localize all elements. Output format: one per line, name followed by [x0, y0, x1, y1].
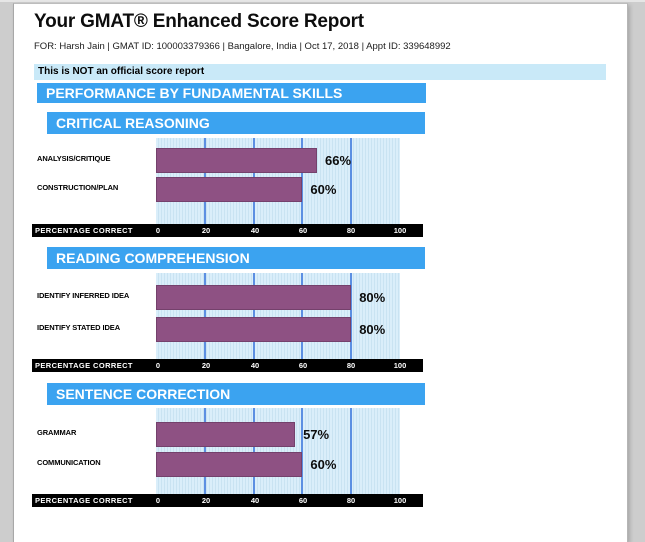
gridline-80: [350, 138, 353, 225]
axis-tick-80: 80: [346, 361, 356, 370]
report-page: Your GMAT® Enhanced Score Report FOR: Ha…: [13, 3, 628, 542]
bar-row-grammar: 57%: [156, 422, 400, 447]
x-axis-label: PERCENTAGE CORRECT: [35, 226, 133, 235]
x-axis-critical-reasoning: PERCENTAGE CORRECT 0 20 40 60 80 100: [32, 224, 423, 237]
gridline-20: [203, 273, 206, 359]
sentence-correction-plot-area: [156, 408, 400, 494]
bar-row-identify-stated-idea: 80%: [156, 317, 400, 342]
bar-identify-inferred-idea: [156, 285, 352, 310]
bar-communication: [156, 452, 303, 477]
axis-tick-60: 60: [298, 496, 308, 505]
axis-tick-20: 20: [201, 496, 211, 505]
candidate-meta-line: FOR: Harsh Jain | GMAT ID: 100003379366 …: [34, 41, 451, 52]
value-label-construction-plan: 60%: [310, 182, 337, 197]
category-label-communication: COMMUNICATION: [37, 458, 101, 467]
bar-grammar: [156, 422, 296, 447]
axis-tick-0: 0: [155, 361, 161, 370]
axis-tick-0: 0: [155, 226, 161, 235]
bar-row-construction-plan: 60%: [156, 177, 400, 202]
gridline-60: [301, 408, 304, 494]
axis-tick-60: 60: [298, 226, 308, 235]
value-label-analysis-critique: 66%: [325, 153, 352, 168]
axis-tick-20: 20: [201, 226, 211, 235]
category-label-identify-inferred-idea: IDENTIFY INFERRED IDEA: [37, 291, 130, 300]
gridline-40: [252, 273, 255, 359]
category-label-identify-stated-idea: IDENTIFY STATED IDEA: [37, 323, 121, 332]
gridline-80: [350, 273, 353, 359]
axis-tick-20: 20: [201, 361, 211, 370]
value-label-identify-inferred-idea: 80%: [359, 290, 386, 305]
bar-row-communication: 60%: [156, 452, 400, 477]
x-axis-label: PERCENTAGE CORRECT: [35, 496, 133, 505]
axis-tick-60: 60: [298, 361, 308, 370]
gridline-60: [301, 138, 304, 225]
bar-row-identify-inferred-idea: 80%: [156, 285, 400, 310]
axis-tick-100: 100: [393, 496, 407, 505]
category-label-grammar: GRAMMAR: [37, 428, 77, 437]
axis-tick-100: 100: [393, 361, 407, 370]
chart-header-sentence-correction: SENTENCE CORRECTION: [47, 383, 425, 405]
chart-header-critical-reasoning: CRITICAL REASONING: [47, 112, 425, 134]
gridline-80: [350, 408, 353, 494]
chart-header-reading-comprehension: READING COMPREHENSION: [47, 247, 425, 269]
category-label-construction-plan: CONSTRUCTION/PLAN: [37, 183, 119, 192]
value-label-grammar: 57%: [303, 427, 330, 442]
axis-tick-80: 80: [346, 226, 356, 235]
bar-identify-stated-idea: [156, 317, 352, 342]
section-header-fundamental-skills: PERFORMANCE BY FUNDAMENTAL SKILLS: [37, 83, 426, 103]
unofficial-notice-banner: This is NOT an official score report: [34, 64, 606, 80]
bar-construction-plan: [156, 177, 303, 202]
gridline-40: [252, 408, 255, 494]
gridline-20: [203, 408, 206, 494]
value-label-identify-stated-idea: 80%: [359, 322, 386, 337]
x-axis-reading-comprehension: PERCENTAGE CORRECT 0 20 40 60 80 100: [32, 359, 423, 372]
axis-tick-80: 80: [346, 496, 356, 505]
category-label-analysis-critique: ANALYSIS/CRITIQUE: [37, 154, 111, 163]
axis-tick-0: 0: [155, 496, 161, 505]
gridline-60: [301, 273, 304, 359]
axis-tick-40: 40: [250, 361, 260, 370]
value-label-communication: 60%: [310, 457, 337, 472]
x-axis-sentence-correction: PERCENTAGE CORRECT 0 20 40 60 80 100: [32, 494, 423, 507]
axis-tick-100: 100: [393, 226, 407, 235]
page-title: Your GMAT® Enhanced Score Report: [34, 11, 364, 32]
bar-analysis-critique: [156, 148, 318, 173]
x-axis-label: PERCENTAGE CORRECT: [35, 361, 133, 370]
axis-tick-40: 40: [250, 496, 260, 505]
bar-row-analysis-critique: 66%: [156, 148, 400, 173]
axis-tick-40: 40: [250, 226, 260, 235]
